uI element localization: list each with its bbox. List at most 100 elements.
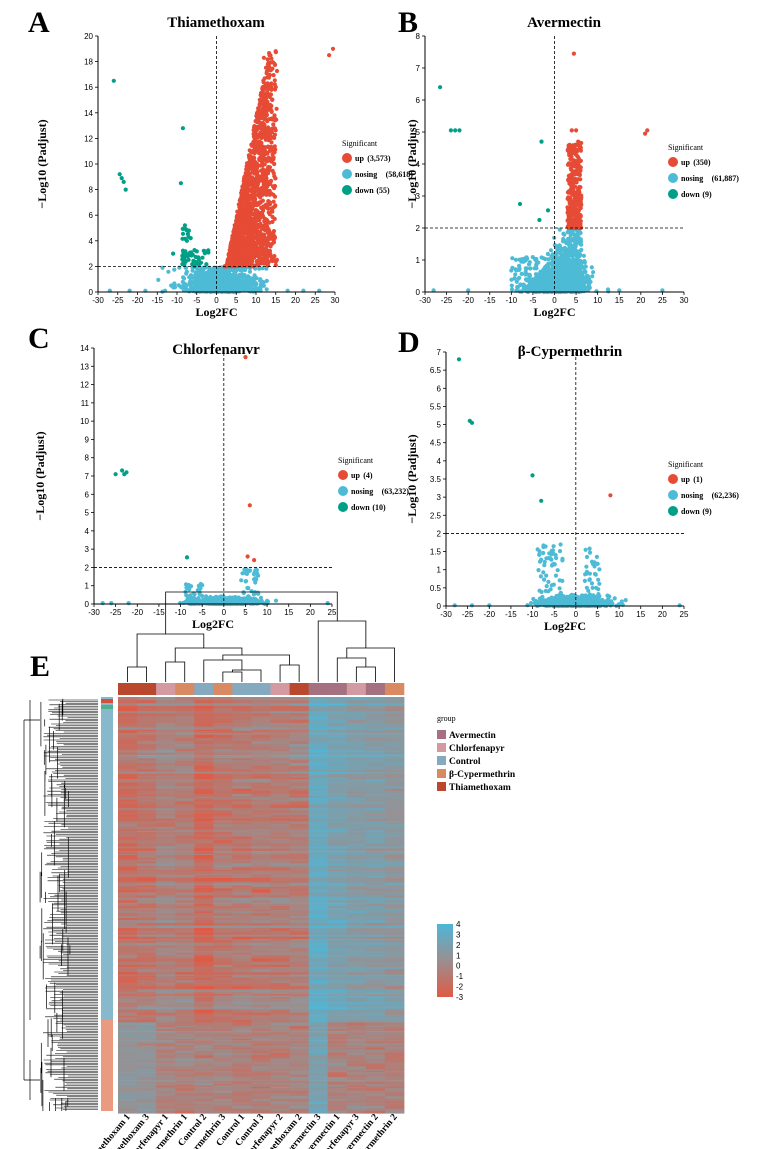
- down-data-point: [438, 85, 443, 90]
- nosing-point: [242, 286, 247, 291]
- up-point: [256, 119, 261, 124]
- up-point: [255, 132, 260, 138]
- nosing-point: [578, 230, 583, 235]
- up-point: [268, 252, 273, 257]
- nosing-point: [558, 255, 563, 260]
- nosing-point: [204, 594, 209, 599]
- nosing-point: [548, 248, 554, 253]
- nosing-point: [530, 255, 535, 260]
- up-point: [566, 177, 571, 182]
- up-point: [579, 202, 584, 207]
- up-point: [272, 216, 277, 221]
- up-point: [265, 205, 270, 210]
- up-point: [257, 234, 262, 239]
- nosing-point: [232, 268, 238, 273]
- up-point: [260, 186, 266, 191]
- up-point: [248, 245, 253, 250]
- legend-swatch-down: [342, 185, 352, 195]
- up-point: [262, 219, 267, 224]
- nosing-point: [181, 275, 186, 280]
- nosing-point: [246, 274, 251, 280]
- x-tick-label: 0: [214, 296, 219, 305]
- nosing-point: [551, 266, 557, 271]
- up-point: [247, 217, 252, 223]
- nosing-point: [233, 280, 238, 285]
- nosing-point: [522, 256, 527, 261]
- up-point: [264, 71, 269, 76]
- nosing-point: [548, 275, 553, 280]
- nosing-point: [561, 231, 566, 236]
- up-point: [272, 254, 277, 259]
- x-tick-label: 5: [574, 296, 579, 305]
- up-point: [258, 250, 263, 255]
- up-point: [239, 213, 244, 218]
- up-point: [578, 148, 584, 153]
- down-data-point: [453, 128, 458, 133]
- nosing-point: [260, 266, 265, 271]
- up-point: [261, 127, 266, 132]
- x-tick-label: -20: [462, 296, 474, 305]
- nosing-point: [558, 246, 563, 251]
- y-tick-label: 2: [89, 262, 94, 271]
- up-point: [259, 191, 264, 196]
- nosing-point: [202, 279, 207, 284]
- chart-title: Avermectin: [527, 15, 602, 31]
- nosing-point: [546, 257, 551, 262]
- up-point: [258, 195, 263, 200]
- up-point: [269, 66, 274, 71]
- up-point: [271, 73, 276, 78]
- nosing-point: [517, 266, 522, 271]
- x-tick-label: 15: [271, 296, 280, 305]
- nosing-point: [190, 268, 195, 273]
- x-tick-label: 20: [291, 296, 300, 305]
- x-tick-label: 0: [552, 296, 557, 305]
- nosing-point: [181, 287, 186, 292]
- volcano-panel-A: A Thiamethoxam-30 -25 -20 -15 -10 -5 0 5 10 15 20 25…: [28, 6, 413, 319]
- up-point: [257, 97, 262, 102]
- down-point: [193, 254, 198, 260]
- y-tick-label: 0: [89, 288, 94, 297]
- down-data-point: [111, 78, 116, 83]
- nosing-point: [565, 266, 570, 271]
- up-point: [235, 209, 240, 214]
- nosing-point: [224, 287, 229, 293]
- up-point: [239, 228, 244, 233]
- up-point: [252, 166, 257, 171]
- down-point: [180, 248, 186, 253]
- up-point: [258, 91, 264, 96]
- up-point: [242, 174, 247, 179]
- x-tick-label: 10: [593, 296, 602, 305]
- up-point: [567, 153, 572, 158]
- up-point: [249, 143, 254, 148]
- nosing-point: [509, 287, 515, 292]
- up-point: [267, 53, 272, 58]
- up-point: [578, 158, 584, 163]
- nosing-point: [546, 289, 551, 294]
- legend-swatch-nosing: [342, 169, 352, 179]
- down-data-point: [123, 187, 128, 192]
- up-point: [255, 115, 260, 121]
- legend-swatch-down: [668, 189, 678, 199]
- point-cloud: [107, 46, 336, 295]
- up-point: [574, 202, 580, 207]
- up-point: [274, 106, 279, 111]
- up-point: [572, 143, 578, 148]
- nosing-point: [574, 234, 579, 239]
- down-data-point: [545, 208, 551, 213]
- down-point: [180, 231, 186, 236]
- up-point: [255, 178, 260, 183]
- up-point: [230, 260, 235, 265]
- nosing-point: [264, 266, 269, 271]
- up-point: [268, 82, 273, 88]
- up-point: [273, 128, 278, 133]
- nosing-point: [219, 278, 224, 283]
- up-point: [574, 180, 579, 185]
- up-data-point: [571, 51, 577, 56]
- down-point: [204, 262, 209, 267]
- nosing-point: [577, 278, 582, 283]
- up-point: [269, 130, 275, 135]
- down-data-point: [178, 181, 183, 186]
- up-data-point: [643, 131, 648, 136]
